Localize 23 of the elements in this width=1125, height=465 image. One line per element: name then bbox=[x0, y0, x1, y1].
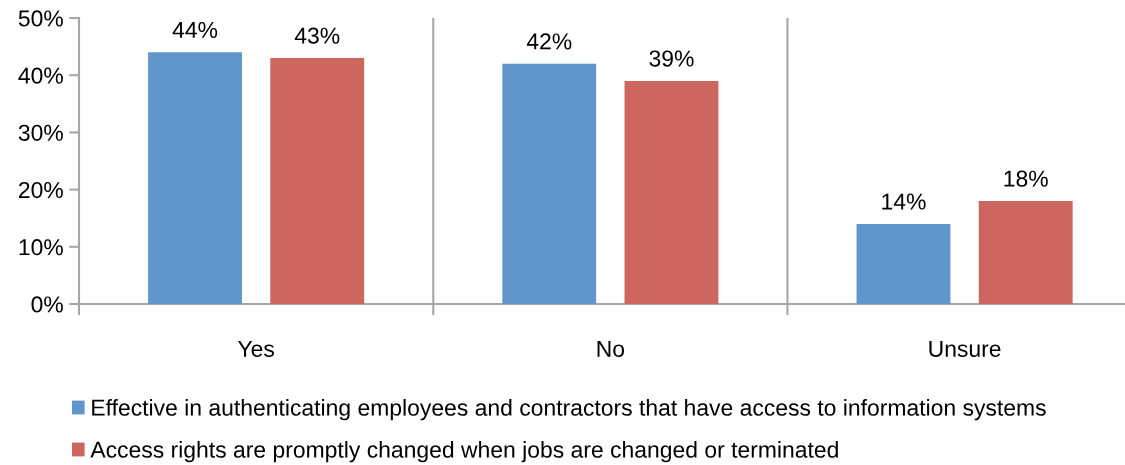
bar bbox=[856, 223, 951, 304]
bar bbox=[502, 63, 597, 304]
y-tick-label: 20% bbox=[19, 181, 63, 199]
x-tick-label: Yes bbox=[237, 340, 274, 357]
bar bbox=[148, 52, 242, 304]
data-label: 14% bbox=[882, 193, 926, 210]
y-tick-label: 30% bbox=[18, 124, 63, 141]
data-label: 43% bbox=[294, 27, 340, 44]
y-tick-label: 40% bbox=[18, 67, 63, 84]
legend-label: Effective in authenticating employees and contractors that have access to information systems bbox=[92, 399, 1046, 421]
y-tick-label: 0% bbox=[31, 296, 63, 313]
y-tick-label: 50% bbox=[18, 10, 63, 27]
data-label: 44% bbox=[172, 21, 218, 38]
bar bbox=[978, 201, 1073, 304]
data-label: 42% bbox=[526, 33, 572, 50]
bar bbox=[270, 58, 365, 304]
x-tick-label: Unsure bbox=[929, 340, 1001, 357]
x-tick-label: No bbox=[597, 340, 625, 357]
bar bbox=[624, 80, 719, 304]
y-tick-label: 10% bbox=[19, 239, 63, 256]
legend-label: Access rights are promptly changed when jobs are changed or terminated bbox=[90, 440, 838, 463]
data-label: 39% bbox=[649, 50, 694, 67]
data-label: 18% bbox=[1004, 170, 1048, 187]
